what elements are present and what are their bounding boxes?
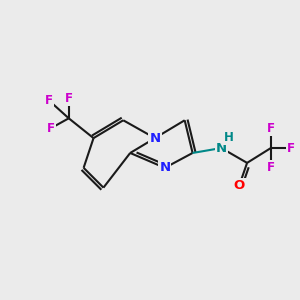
Text: F: F: [287, 142, 295, 154]
Text: N: N: [149, 132, 161, 145]
Text: O: O: [233, 179, 245, 192]
Text: F: F: [267, 161, 275, 174]
Text: F: F: [267, 122, 275, 135]
Text: N: N: [216, 142, 227, 154]
Text: F: F: [45, 94, 53, 107]
Text: F: F: [65, 92, 73, 105]
Text: N: N: [159, 161, 170, 174]
Text: F: F: [47, 122, 55, 135]
Text: H: H: [224, 131, 234, 144]
